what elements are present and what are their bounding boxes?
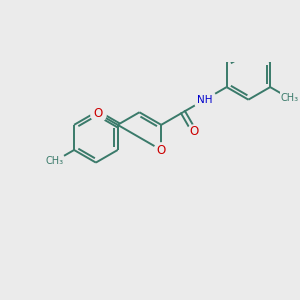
Text: NH: NH [197, 95, 213, 105]
Text: O: O [157, 143, 166, 157]
Text: O: O [93, 107, 103, 120]
Text: O: O [190, 125, 199, 138]
Text: CH₃: CH₃ [45, 156, 64, 166]
Text: CH₃: CH₃ [281, 93, 299, 103]
